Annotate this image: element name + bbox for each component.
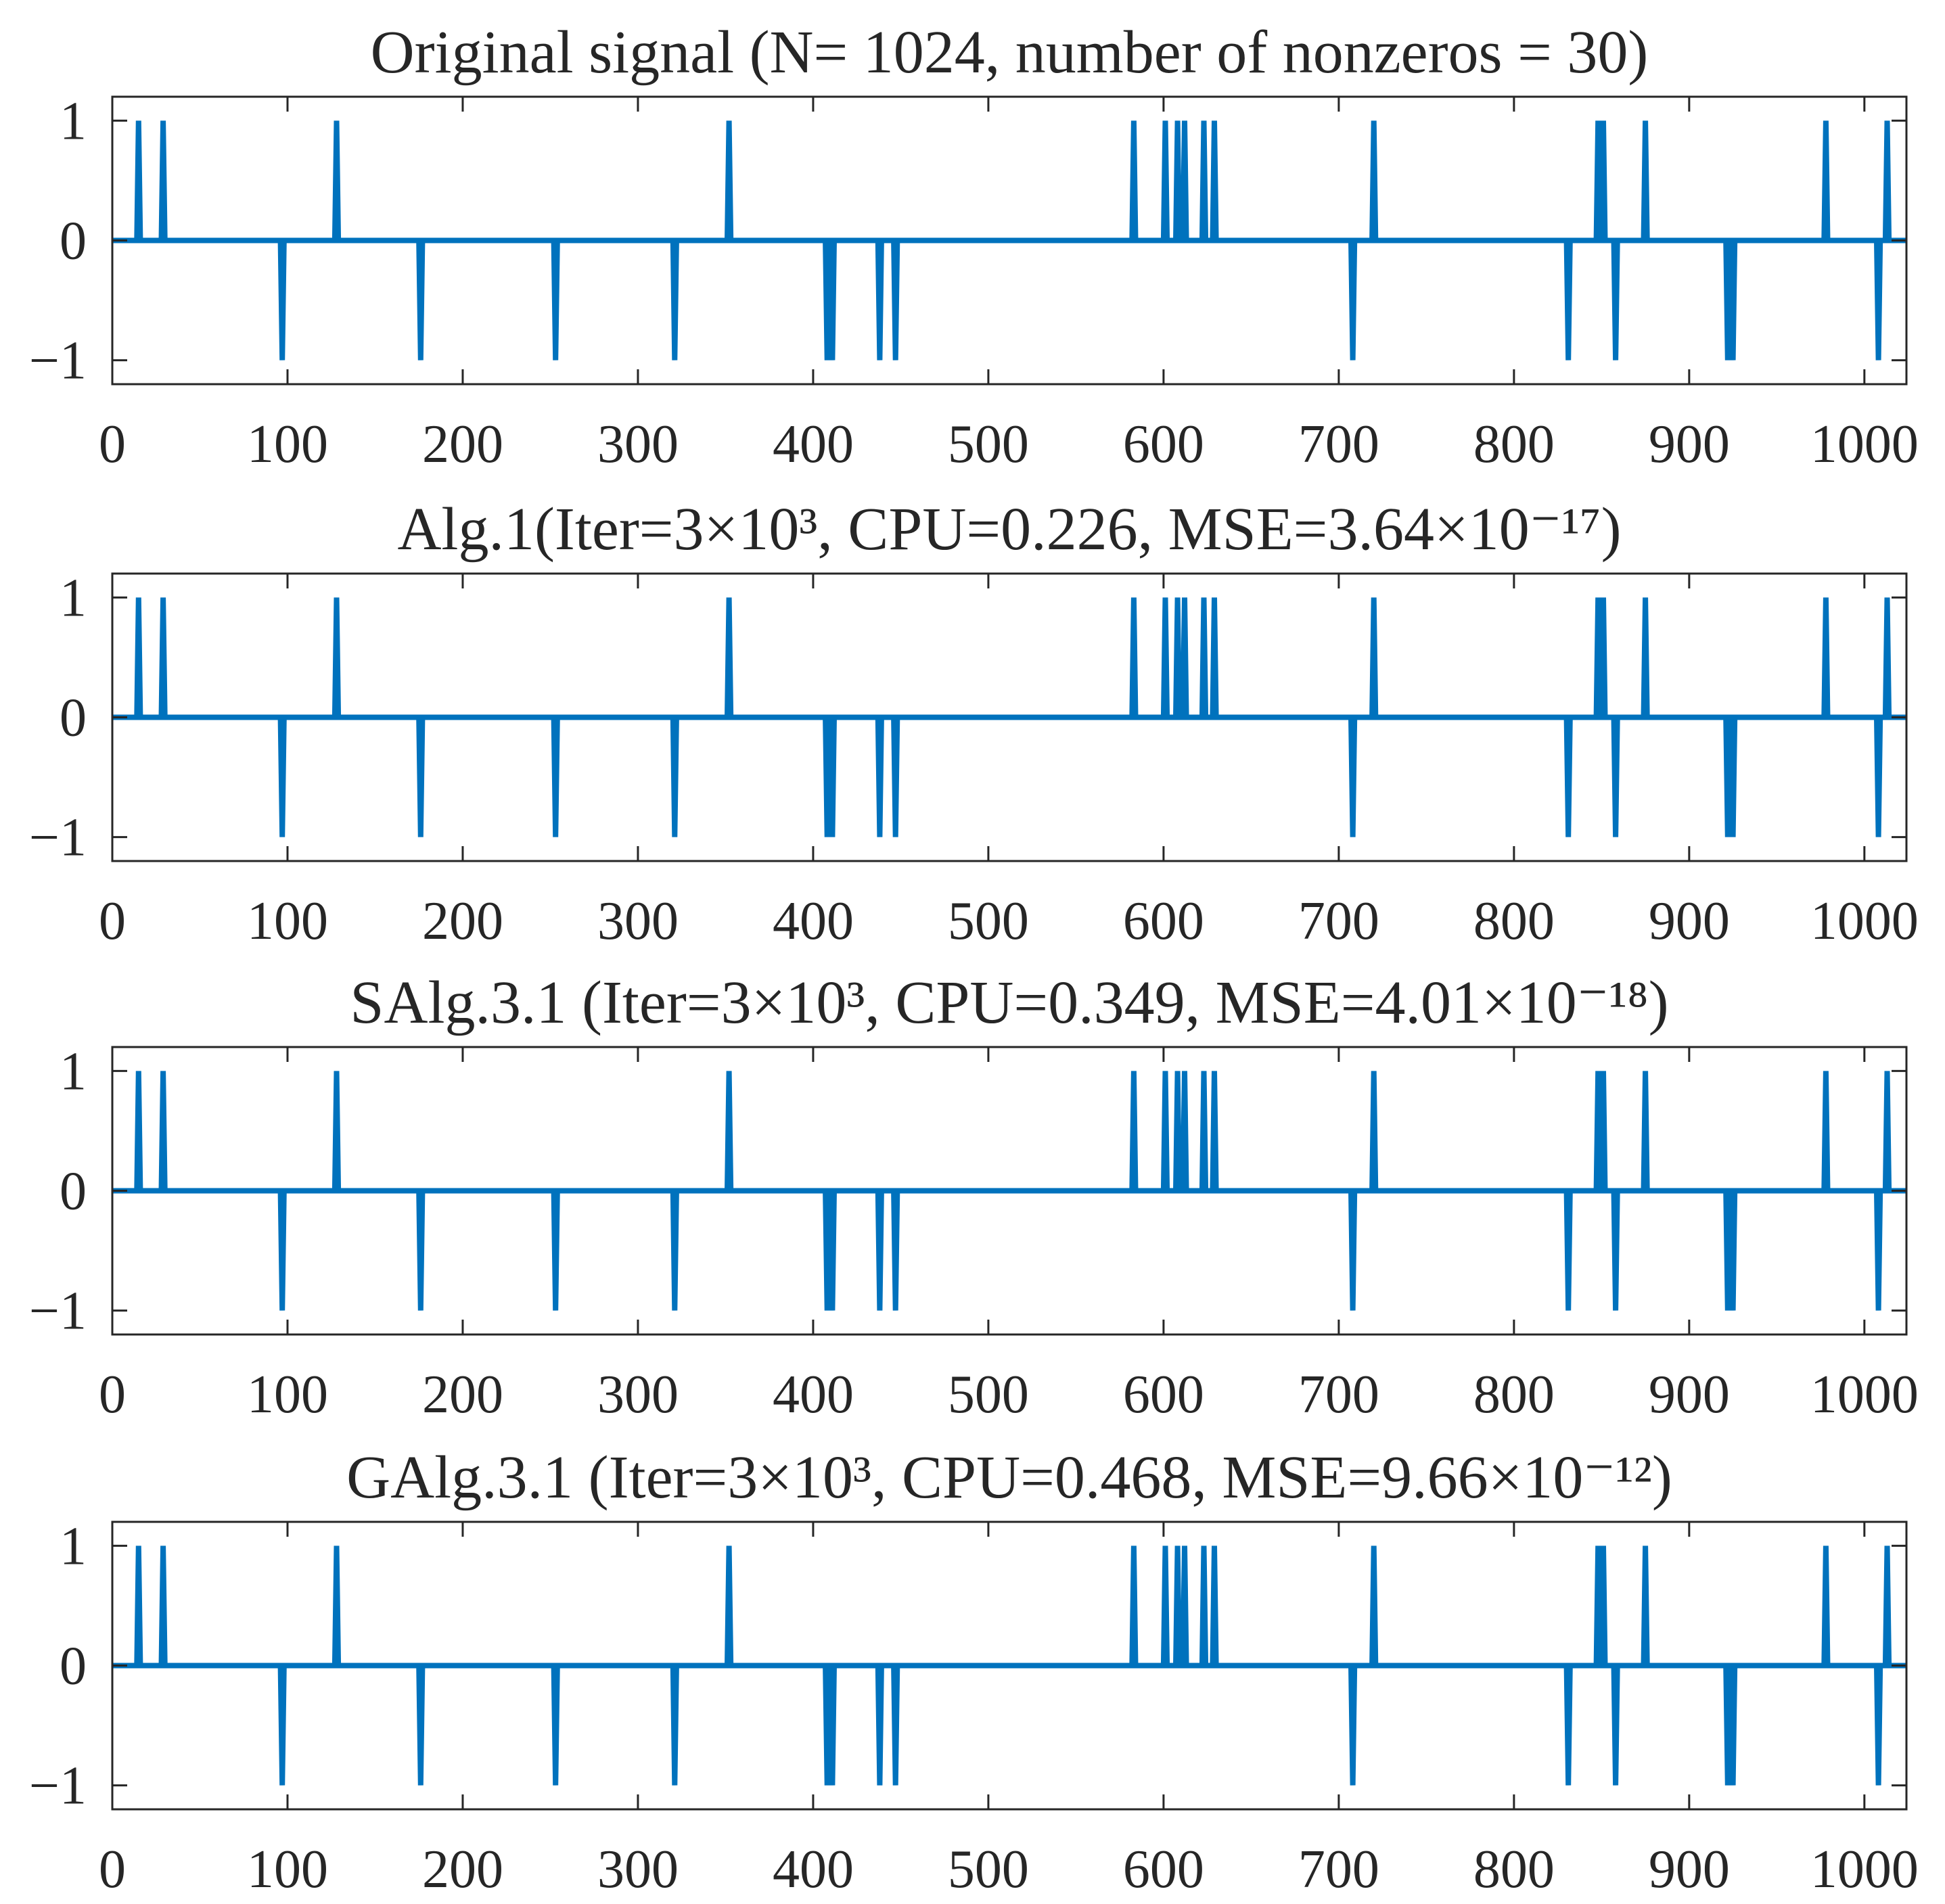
panel-1-xtick-label-900: 900 xyxy=(1649,415,1730,474)
panel-1-ytick-label-1: 0 xyxy=(60,212,87,271)
panel-2-xtick-label-600: 600 xyxy=(1123,891,1204,951)
panel-2-xtick-label-1000: 1000 xyxy=(1810,891,1919,951)
panel-4-xtick-label-200: 200 xyxy=(422,1840,503,1899)
panel-4-xtick-label-0: 0 xyxy=(99,1840,126,1899)
panel-1-xtick-label-0: 0 xyxy=(99,415,126,474)
panel-4-xtick-label-1000: 1000 xyxy=(1810,1840,1919,1899)
panel-1-xtick-label-400: 400 xyxy=(773,415,854,474)
panel-2-xtick-label-300: 300 xyxy=(597,891,679,951)
panel-1-ytick-label-0: 1 xyxy=(60,91,87,151)
panel-3-xtick-label-800: 800 xyxy=(1473,1365,1555,1424)
panel-3-xtick-label-100: 100 xyxy=(247,1365,328,1424)
panel-1-xtick-label-500: 500 xyxy=(948,415,1029,474)
panel-1-ytick-label-2: −1 xyxy=(29,331,87,391)
panel-2-xtick-label-200: 200 xyxy=(422,891,503,951)
panel-4-ytick-label-1: 0 xyxy=(60,1637,87,1696)
panel-3-xtick-label-700: 700 xyxy=(1298,1365,1379,1424)
panel-3-ytick-label-0: 1 xyxy=(60,1042,87,1101)
panel-4-xtick-label-600: 600 xyxy=(1123,1840,1204,1899)
panel-2-xtick-label-500: 500 xyxy=(948,891,1029,951)
panel-1-xtick-label-200: 200 xyxy=(422,415,503,474)
panel-2-xtick-label-100: 100 xyxy=(247,891,328,951)
panel-3-xtick-label-500: 500 xyxy=(948,1365,1029,1424)
panel-2-xtick-label-700: 700 xyxy=(1298,891,1379,951)
panel-2-ytick-label-0: 1 xyxy=(60,568,87,628)
panel-1-xtick-label-600: 600 xyxy=(1123,415,1204,474)
panel-1-title: Original signal (N= 1024, number of nonz… xyxy=(371,19,1649,86)
panel-3-xtick-label-300: 300 xyxy=(597,1365,679,1424)
panel-1-xtick-label-100: 100 xyxy=(247,415,328,474)
panel-3: SAlg.3.1 (Iter=3×10³, CPU=0.349, MSE=4.0… xyxy=(29,969,1919,1424)
panel-1-xtick-label-800: 800 xyxy=(1473,415,1555,474)
panel-4: GAlg.3.1 (Iter=3×10³, CPU=0.468, MSE=9.6… xyxy=(29,1444,1919,1899)
panel-2: Alg.1(Iter=3×10³, CPU=0.226, MSE=3.64×10… xyxy=(29,496,1919,951)
panel-3-ytick-label-2: −1 xyxy=(29,1282,87,1341)
panel-2-xtick-label-900: 900 xyxy=(1649,891,1730,951)
panel-2-ytick-label-1: 0 xyxy=(60,689,87,748)
panel-3-xtick-label-0: 0 xyxy=(99,1365,126,1424)
panel-4-xtick-label-500: 500 xyxy=(948,1840,1029,1899)
panel-1: Original signal (N= 1024, number of nonz… xyxy=(29,19,1919,474)
panel-1-xtick-label-1000: 1000 xyxy=(1810,415,1919,474)
panel-4-xtick-label-400: 400 xyxy=(773,1840,854,1899)
panel-2-title: Alg.1(Iter=3×10³, CPU=0.226, MSE=3.64×10… xyxy=(397,496,1621,563)
panel-4-ytick-label-2: −1 xyxy=(29,1757,87,1816)
panel-1-xtick-label-700: 700 xyxy=(1298,415,1379,474)
panel-3-signal-line xyxy=(112,1071,1906,1311)
panel-4-signal-line xyxy=(112,1546,1906,1786)
panel-3-xtick-label-900: 900 xyxy=(1649,1365,1730,1424)
panel-3-xtick-label-400: 400 xyxy=(773,1365,854,1424)
panel-4-title: GAlg.3.1 (Iter=3×10³, CPU=0.468, MSE=9.6… xyxy=(346,1444,1672,1511)
panel-1-xtick-label-300: 300 xyxy=(597,415,679,474)
panel-1-signal-line xyxy=(112,120,1906,361)
panel-4-xtick-label-300: 300 xyxy=(597,1840,679,1899)
panel-2-xtick-label-800: 800 xyxy=(1473,891,1555,951)
panel-2-xtick-label-0: 0 xyxy=(99,891,126,951)
panel-3-xtick-label-1000: 1000 xyxy=(1810,1365,1919,1424)
panel-4-xtick-label-800: 800 xyxy=(1473,1840,1555,1899)
panel-2-signal-line xyxy=(112,597,1906,837)
panel-4-ytick-label-0: 1 xyxy=(60,1516,87,1576)
panel-2-xtick-label-400: 400 xyxy=(773,891,854,951)
panel-4-xtick-label-100: 100 xyxy=(247,1840,328,1899)
panel-3-ytick-label-1: 0 xyxy=(60,1162,87,1222)
panel-4-xtick-label-700: 700 xyxy=(1298,1840,1379,1899)
panel-4-xtick-label-900: 900 xyxy=(1649,1840,1730,1899)
panel-2-ytick-label-2: −1 xyxy=(29,808,87,868)
panel-3-xtick-label-600: 600 xyxy=(1123,1365,1204,1424)
panel-3-xtick-label-200: 200 xyxy=(422,1365,503,1424)
panel-3-title: SAlg.3.1 (Iter=3×10³, CPU=0.349, MSE=4.0… xyxy=(350,969,1668,1036)
